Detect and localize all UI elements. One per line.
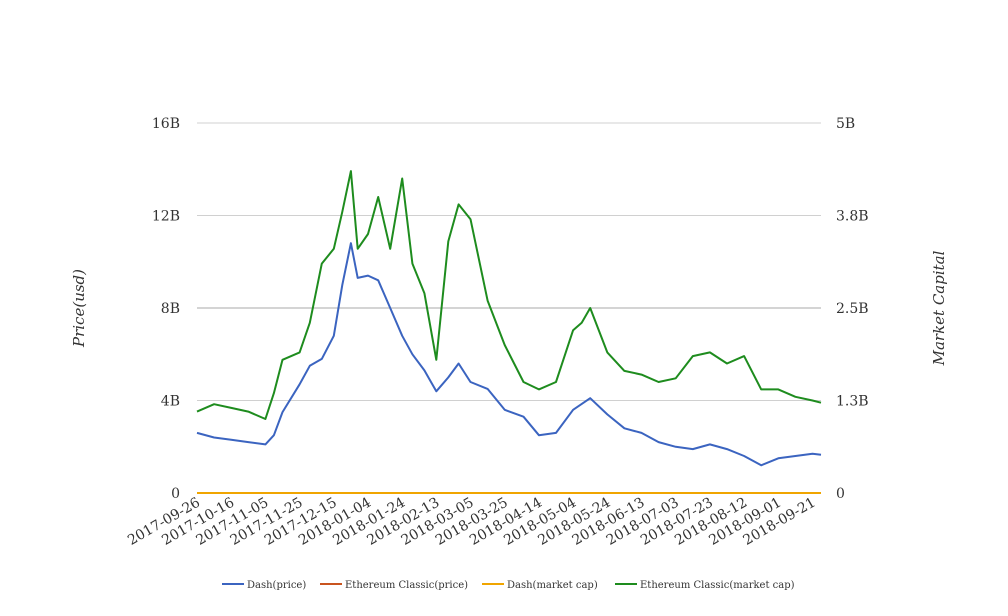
series-line-3 (196, 170, 822, 420)
y2-tick-label: 2.5B (836, 301, 869, 317)
x-axis: 2017-09-262017-10-162017-11-052017-11-25… (125, 495, 818, 549)
y2-tick-label: 1.3B (836, 394, 869, 410)
series-line-0 (196, 242, 822, 467)
y2-tick-label: 0 (836, 486, 845, 502)
y2-tick-label: 5B (836, 116, 855, 132)
y2-tick-label: 3.8B (836, 209, 869, 225)
y-axis-title: Price(usd) (70, 269, 88, 348)
y-tick-label: 0 (171, 486, 180, 502)
y-tick-label: 12B (152, 209, 180, 225)
legend-label: Ethereum Classic(market cap) (640, 580, 795, 591)
y-tick-label: 16B (152, 116, 180, 132)
gridlines (197, 122, 821, 494)
legend-label: Dash(market cap) (507, 580, 598, 591)
y-tick-label: 4B (161, 394, 180, 410)
y2-axis-title: Market Capital (930, 250, 948, 366)
y-axis-right: 0 1.3B 2.5B 3.8B 5B (836, 116, 869, 502)
series-layer (196, 170, 822, 494)
legend-label: Dash(price) (247, 580, 306, 591)
y-axis-left: 0 4B 8B 12B 16B (152, 116, 180, 502)
y-tick-label: 8B (161, 301, 180, 317)
legend-label: Ethereum Classic(price) (345, 580, 468, 591)
legend: Dash(price) Ethereum Classic(price) Dash(m… (222, 580, 795, 591)
